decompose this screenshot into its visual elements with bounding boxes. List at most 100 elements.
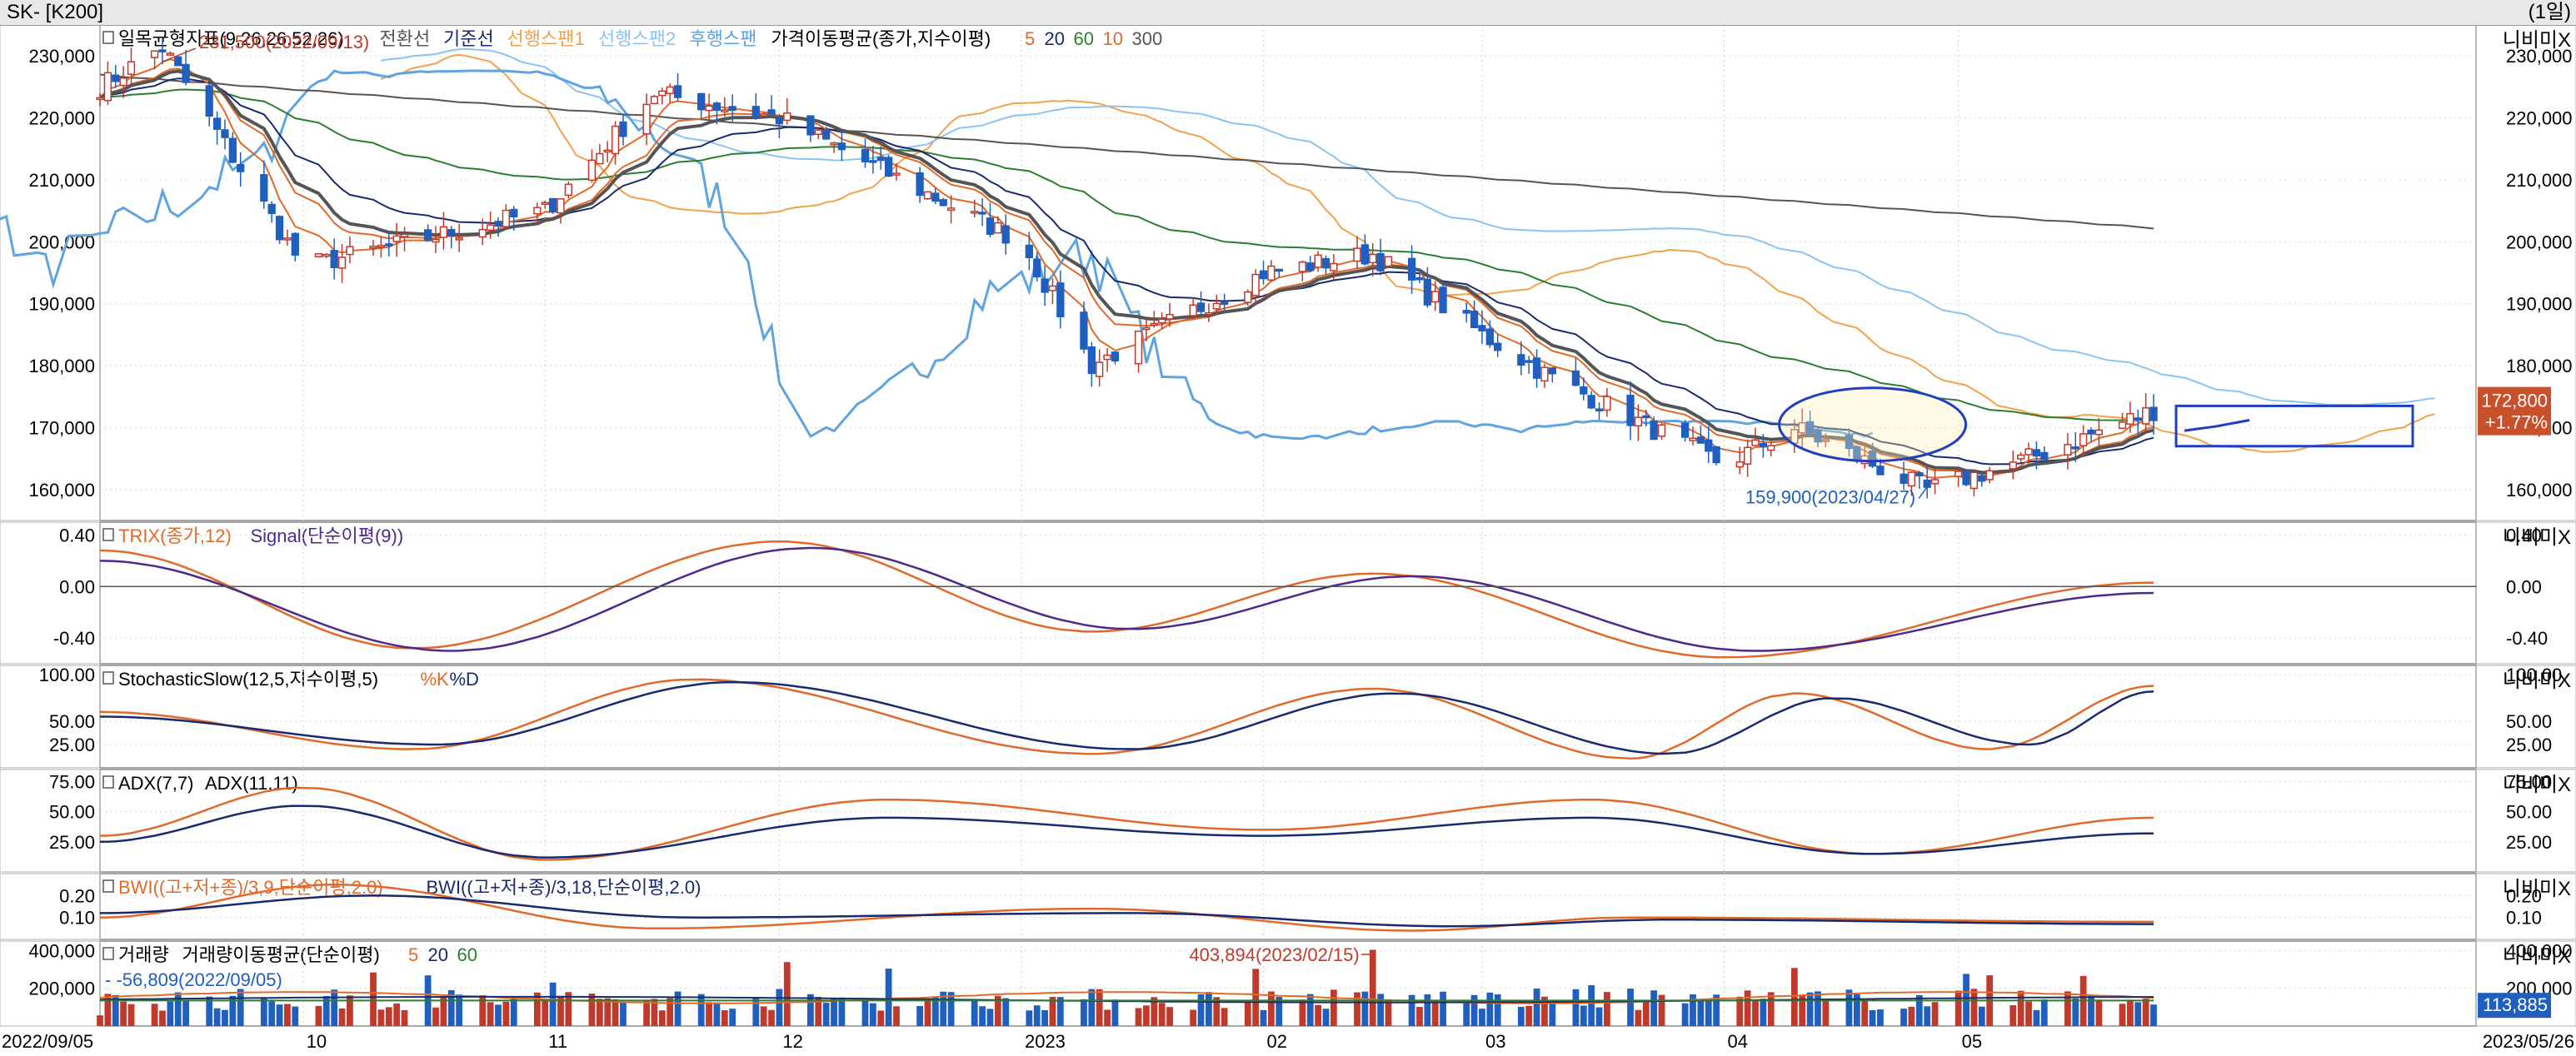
lagging-span-line: [0, 69, 1874, 441]
legend-item-price: 5: [1025, 28, 1035, 49]
candle-body: [1540, 366, 1549, 382]
volume-bar: [1978, 1006, 1985, 1026]
volume-bar: [533, 992, 541, 1026]
scale-button-bwi[interactable]: 니비미X: [2503, 878, 2571, 900]
candle-body: [275, 216, 284, 241]
volume-bar: [1799, 994, 1806, 1026]
right-axis-volume: [2475, 940, 2576, 1027]
candle-body: [1821, 439, 1830, 442]
volume-bar: [1104, 1009, 1111, 1026]
candle-body: [673, 85, 682, 98]
volume-bar: [322, 996, 330, 1026]
volume-bar: [783, 962, 791, 1026]
volume-bar: [2072, 998, 2079, 1026]
candle-body: [1868, 451, 1877, 467]
legend-toggle-price[interactable]: [102, 31, 114, 44]
candle-body: [385, 243, 393, 247]
candle-body: [822, 129, 831, 140]
volume-bar: [159, 1010, 166, 1026]
legend-toggle-volume[interactable]: [102, 947, 114, 960]
legend-item-adx: ADX(11,11): [205, 773, 298, 794]
volume-bar: [1744, 990, 1751, 1026]
volume-bar: [2134, 1002, 2142, 1026]
candle-body: [697, 92, 706, 111]
candle-body: [1805, 421, 1815, 435]
conversion-line: [99, 69, 2154, 475]
scale-button-stoch[interactable]: 니비미X: [2503, 670, 2571, 692]
scale-button-adx[interactable]: 니비미X: [2503, 774, 2571, 796]
y-tick-left-adx: 75.00: [49, 771, 95, 792]
volume-bar: [1486, 992, 1494, 1026]
y-tick-right-price: 180,000: [2506, 356, 2573, 376]
candle-body: [1767, 445, 1775, 451]
volume-bar: [1158, 1003, 1166, 1026]
candle-body: [1134, 330, 1143, 365]
candle-body: [1384, 256, 1393, 267]
candle-body: [1978, 475, 1986, 482]
volume-bar: [479, 995, 487, 1026]
candle-body: [557, 198, 565, 214]
scale-button-trix[interactable]: 니비미X: [2503, 526, 2571, 549]
candle-body: [392, 235, 401, 242]
scale-button-volume[interactable]: 니비미X: [2503, 945, 2571, 968]
volume-bar: [620, 1002, 627, 1026]
candle-body: [1244, 291, 1252, 303]
candle-body: [2017, 454, 2025, 460]
candle-body: [283, 237, 292, 241]
high-annotation: 231,500(2022/09/13): [199, 32, 369, 52]
volume-bar: [986, 1009, 994, 1026]
candle-body: [314, 252, 323, 258]
volume-bar: [2009, 1005, 2017, 1026]
candle-body: [1759, 442, 1768, 447]
candle-body: [1212, 302, 1221, 310]
candle-body: [112, 74, 120, 82]
volume-bar: [182, 1000, 189, 1026]
volume-bar: [1845, 989, 1853, 1026]
y-tick-left-bwi: 0.20: [59, 885, 95, 906]
candle-body: [1150, 322, 1158, 326]
volume-bar: [1463, 1003, 1470, 1026]
y-tick-right-volume: 400,000: [2506, 940, 2573, 961]
volume-bar: [2025, 1001, 2032, 1026]
candle-body: [946, 207, 956, 212]
candle-body: [775, 117, 784, 125]
legend-toggle-adx[interactable]: [102, 775, 114, 789]
legend-toggle-stoch[interactable]: [102, 671, 114, 685]
volume-bar: [916, 1005, 924, 1026]
volume-bar: [1713, 994, 1720, 1026]
candle-body: [1205, 311, 1213, 316]
legend-toggle-trix[interactable]: [102, 528, 114, 541]
volume-bar: [979, 1006, 986, 1026]
volume-bar: [1330, 989, 1337, 1026]
low-annotation: 159,900(2023/04/27): [1745, 487, 1915, 508]
volume-bar: [815, 997, 822, 1026]
volume-bar: [1580, 1005, 1587, 1026]
candle-body: [1954, 471, 1963, 477]
candle-body: [1158, 318, 1166, 324]
volume-bar: [1002, 998, 1010, 1026]
volume-bar: [706, 1002, 712, 1026]
low-annotation-arrow: [1918, 486, 1928, 499]
legend-toggle-bwi[interactable]: [102, 879, 114, 893]
y-tick-right-trix: 0.00: [2506, 576, 2542, 597]
candle-body: [1548, 367, 1556, 375]
callout-box: [2174, 404, 2414, 448]
legend-item-volume: 20: [428, 944, 448, 965]
volume-bar: [643, 999, 650, 1026]
candle-body: [1923, 479, 1931, 488]
volume-bar: [940, 991, 947, 1026]
left-axis-volume: [0, 940, 101, 1027]
volume-bar: [2017, 990, 2024, 1026]
volume-bar: [1517, 1006, 1525, 1026]
candle-body: [2040, 451, 2049, 461]
volume-bar: [1431, 1002, 1439, 1026]
ma300-line: [99, 73, 2154, 230]
scale-button-price[interactable]: 니비미X: [2503, 29, 2571, 52]
legend-item-stoch: %K: [421, 669, 450, 690]
candle-body: [228, 137, 237, 163]
y-tick-left-trix: -0.40: [53, 628, 95, 649]
volume-bar: [1276, 997, 1283, 1026]
candle-body: [150, 50, 159, 58]
volume-bar: [1361, 991, 1369, 1026]
volume-bar: [596, 999, 603, 1026]
